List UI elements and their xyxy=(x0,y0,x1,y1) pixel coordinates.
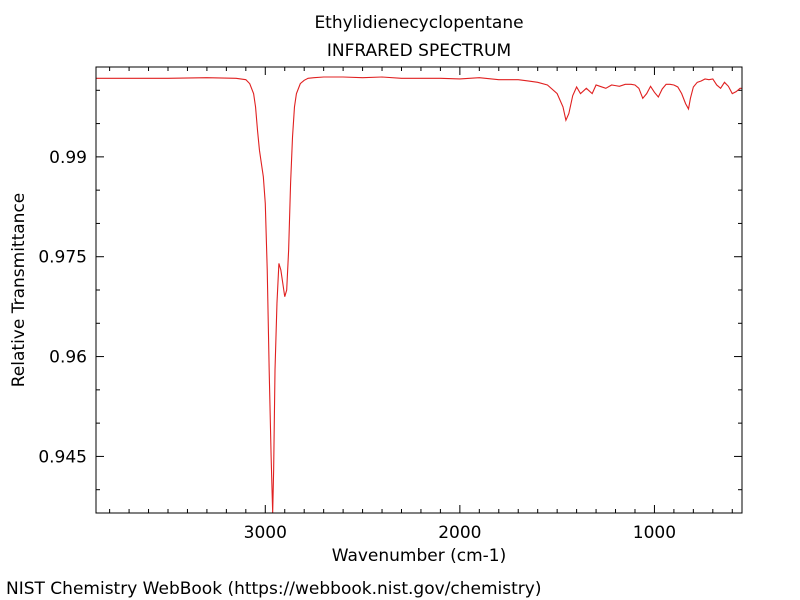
x-tick-label: 1000 xyxy=(633,523,676,543)
plot-frame xyxy=(95,66,743,514)
y-tick-label: 0.945 xyxy=(38,447,87,467)
x-axis-label: Wavenumber (cm-1) xyxy=(332,546,507,566)
y-axis-label: Relative Transmittance xyxy=(9,193,29,388)
y-tick-label: 0.99 xyxy=(49,148,87,168)
tick-labels: 3000 2000 1000 0.99 0.975 0.96 0.945 xyxy=(38,148,676,543)
axis-ticks xyxy=(96,67,742,513)
x-tick-label: 2000 xyxy=(438,523,481,543)
y-tick-label: 0.96 xyxy=(49,348,87,368)
chart-title: Ethylidienecyclopentane xyxy=(314,13,523,33)
source-credit: NIST Chemistry WebBook (https://webbook.… xyxy=(6,579,541,599)
chart-subtitle: INFRARED SPECTRUM xyxy=(327,41,511,61)
y-tick-label: 0.975 xyxy=(38,248,87,268)
x-tick-label: 3000 xyxy=(244,523,287,543)
spectrum-line xyxy=(96,76,742,514)
